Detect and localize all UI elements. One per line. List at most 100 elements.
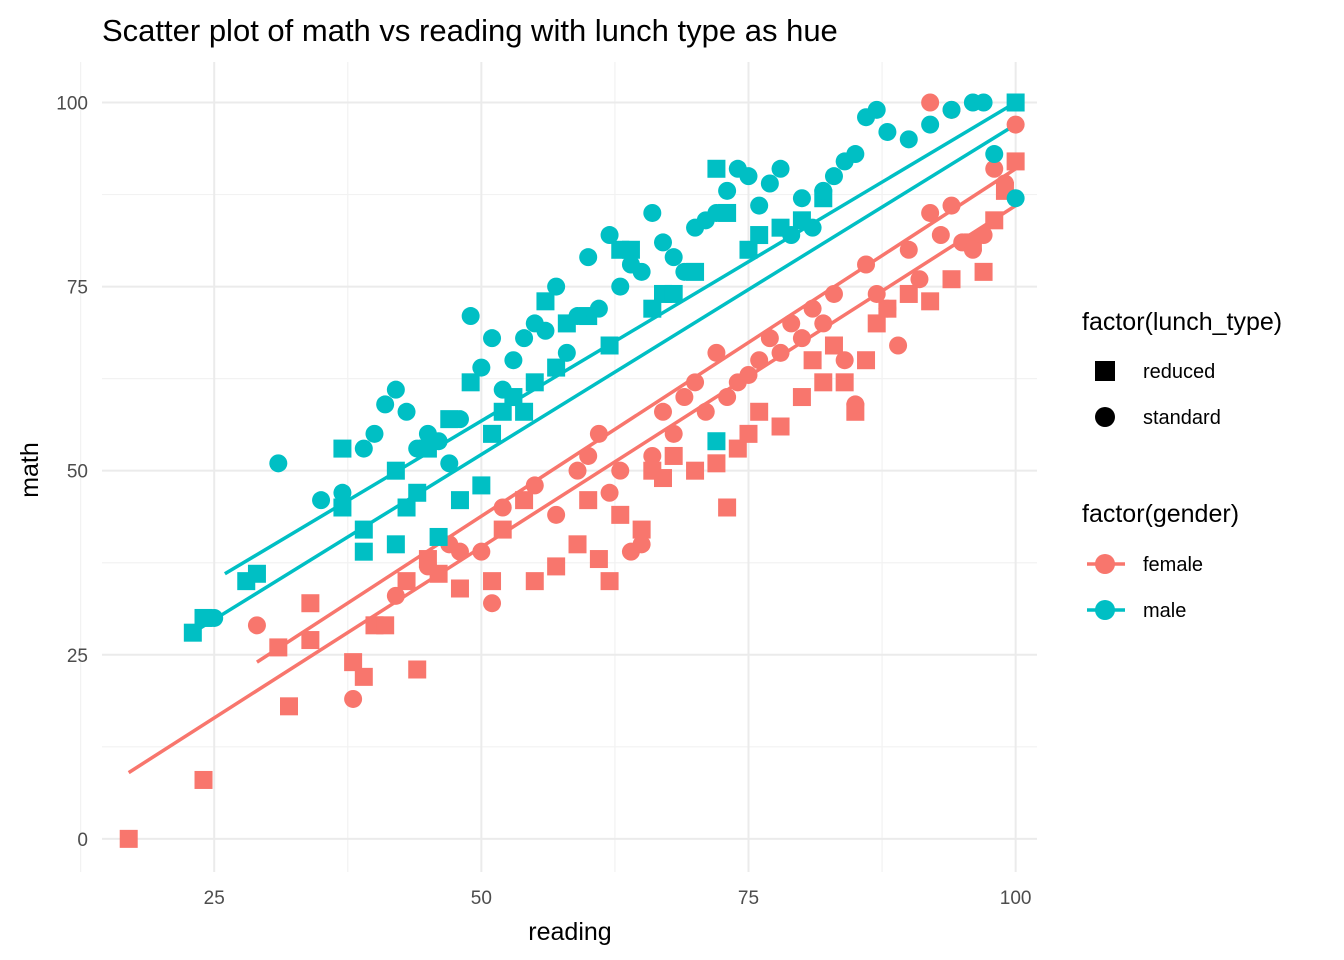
point-male-standard xyxy=(493,380,512,399)
trend-line-female-standard xyxy=(255,167,1017,664)
point-male-standard xyxy=(461,307,480,326)
point-male-reduced xyxy=(354,542,373,561)
point-female-standard xyxy=(547,505,566,524)
point-female-standard xyxy=(632,535,651,554)
point-female-reduced xyxy=(344,653,363,672)
point-female-reduced xyxy=(119,829,138,848)
point-male-reduced xyxy=(429,527,448,546)
y-axis-ticks: 0 25 50 75 100 xyxy=(56,94,88,851)
point-male-reduced xyxy=(600,336,619,355)
point-female-reduced xyxy=(525,572,544,591)
point-female-standard xyxy=(910,270,929,289)
point-male-standard xyxy=(600,226,619,245)
legend-label-male: male xyxy=(1143,600,1186,622)
point-male-standard xyxy=(547,277,566,296)
y-tick-label: 50 xyxy=(67,462,88,483)
point-female-reduced xyxy=(1006,152,1025,171)
point-female-standard xyxy=(386,586,405,605)
point-female-standard xyxy=(803,299,822,318)
point-female-standard xyxy=(450,542,469,561)
point-female-standard xyxy=(750,351,769,370)
point-female-standard xyxy=(963,240,982,259)
point-male-standard xyxy=(771,159,790,178)
point-female-standard xyxy=(654,402,672,421)
point-male-reduced xyxy=(397,498,416,517)
point-female-reduced xyxy=(483,572,502,591)
point-male-reduced xyxy=(461,373,480,392)
legend-key-standard xyxy=(1095,407,1115,427)
point-male-standard xyxy=(611,277,630,296)
point-female-standard xyxy=(579,446,598,465)
point-female-reduced xyxy=(194,770,213,789)
trend-lines xyxy=(127,100,1017,775)
y-tick-label: 100 xyxy=(56,94,88,115)
point-male-standard xyxy=(408,439,427,458)
point-female-reduced xyxy=(857,351,876,370)
point-female-reduced xyxy=(664,446,683,465)
point-male-reduced xyxy=(525,373,544,392)
legend-label-standard: standard xyxy=(1143,407,1221,429)
point-female-reduced xyxy=(654,469,672,488)
point-male-standard xyxy=(942,100,961,119)
point-female-reduced xyxy=(301,631,320,650)
point-male-reduced xyxy=(515,402,534,421)
point-female-reduced xyxy=(824,336,843,355)
legend-key-male xyxy=(1095,600,1115,620)
trend-line-male-reduced xyxy=(191,123,1017,635)
point-male-reduced xyxy=(739,240,758,259)
point-female-reduced xyxy=(707,454,726,473)
legend-title-gender: factor(gender) xyxy=(1082,500,1239,528)
point-male-standard xyxy=(450,410,469,429)
point-male-reduced xyxy=(750,226,769,245)
point-female-reduced xyxy=(792,388,811,407)
point-female-standard xyxy=(589,424,608,443)
point-male-standard xyxy=(557,343,576,362)
legend-label-female: female xyxy=(1143,554,1203,576)
point-female-reduced xyxy=(611,505,630,524)
point-male-reduced xyxy=(247,564,266,583)
point-female-reduced xyxy=(568,535,587,554)
point-female-standard xyxy=(899,240,918,259)
legend-title-lunch-type: factor(lunch_type) xyxy=(1082,308,1282,336)
point-female-reduced xyxy=(921,292,940,311)
point-male-standard xyxy=(814,181,833,200)
legend-key-reduced xyxy=(1095,361,1115,381)
point-female-standard xyxy=(792,329,811,348)
point-female-standard xyxy=(568,461,587,480)
point-female-standard xyxy=(344,689,363,708)
point-female-standard xyxy=(921,93,940,112)
point-female-standard xyxy=(942,196,961,215)
point-male-reduced xyxy=(547,358,566,377)
point-male-standard xyxy=(504,351,523,370)
x-tick-label: 25 xyxy=(204,888,225,909)
x-tick-label: 75 xyxy=(738,888,759,909)
point-male-reduced xyxy=(183,623,202,642)
point-male-reduced xyxy=(621,240,640,259)
point-female-standard xyxy=(846,395,865,414)
point-male-reduced xyxy=(1006,93,1025,112)
point-female-reduced xyxy=(269,638,288,657)
point-male-standard xyxy=(878,122,897,141)
point-female-standard xyxy=(1006,115,1025,134)
point-female-standard xyxy=(814,314,833,333)
point-male-standard xyxy=(1006,189,1025,208)
point-female-reduced xyxy=(280,697,298,716)
point-female-reduced xyxy=(547,557,566,576)
point-female-standard xyxy=(696,402,715,421)
point-female-reduced xyxy=(376,616,395,635)
point-male-standard xyxy=(750,196,769,215)
point-male-standard xyxy=(867,100,886,119)
point-male-standard xyxy=(974,93,993,112)
point-male-standard xyxy=(589,299,608,318)
point-female-reduced xyxy=(771,417,790,436)
point-female-standard xyxy=(664,424,683,443)
point-female-reduced xyxy=(686,461,705,480)
point-male-reduced xyxy=(472,476,491,495)
point-female-standard xyxy=(418,557,437,576)
point-female-standard xyxy=(643,446,662,465)
point-male-standard xyxy=(397,402,416,421)
point-female-standard xyxy=(824,284,843,303)
point-male-standard xyxy=(376,395,395,414)
point-male-standard xyxy=(386,380,405,399)
point-female-reduced xyxy=(493,520,512,539)
